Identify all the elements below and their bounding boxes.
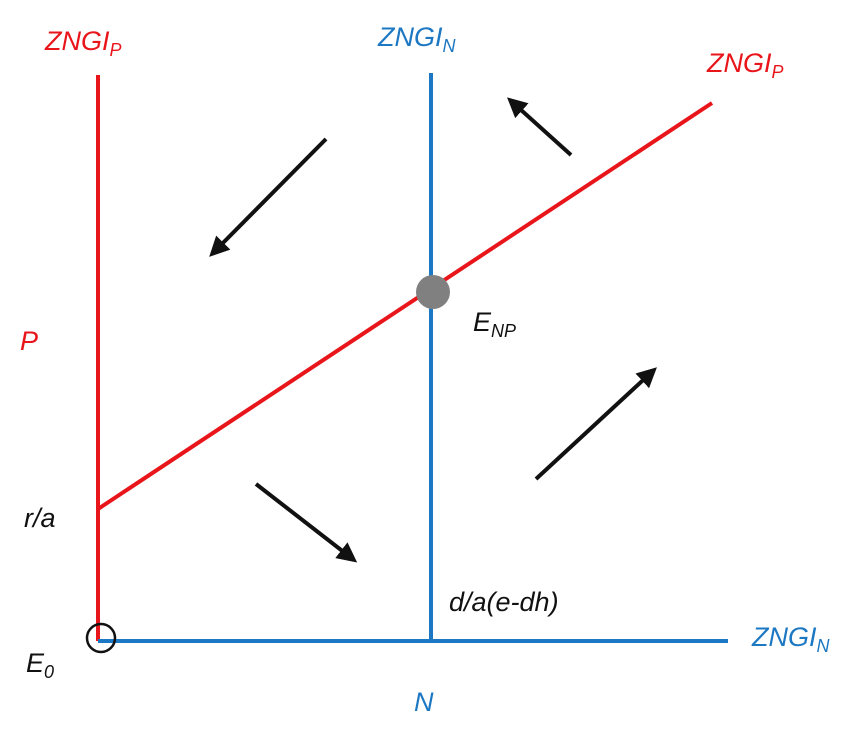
label-zngi-p-diagonal: ZNGIP: [706, 48, 784, 82]
label-zngi-p-vertical: ZNGIP: [44, 26, 122, 60]
label-equilibrium-np: ENP: [473, 307, 516, 341]
label-r-over-a: r/a: [24, 503, 56, 533]
label-zngi-n-horizontal: ZNGIN: [751, 622, 831, 656]
arrow-down-left: [209, 137, 328, 257]
arrow-up-left: [507, 97, 573, 157]
arrow-down-right: [254, 482, 358, 563]
equilibrium-np-marker: [416, 275, 450, 309]
zngi-p-diagonal-line: [96, 101, 714, 511]
axis-label-n: N: [414, 687, 434, 717]
label-equilibrium-origin: E0: [26, 648, 54, 682]
label-zngi-n-vertical: ZNGIN: [377, 22, 457, 56]
axis-label-p: P: [20, 326, 38, 356]
arrow-up-right: [534, 367, 657, 481]
label-n-intercept: d/a(e-dh): [449, 587, 559, 617]
equilibrium-origin-marker: [85, 622, 117, 654]
